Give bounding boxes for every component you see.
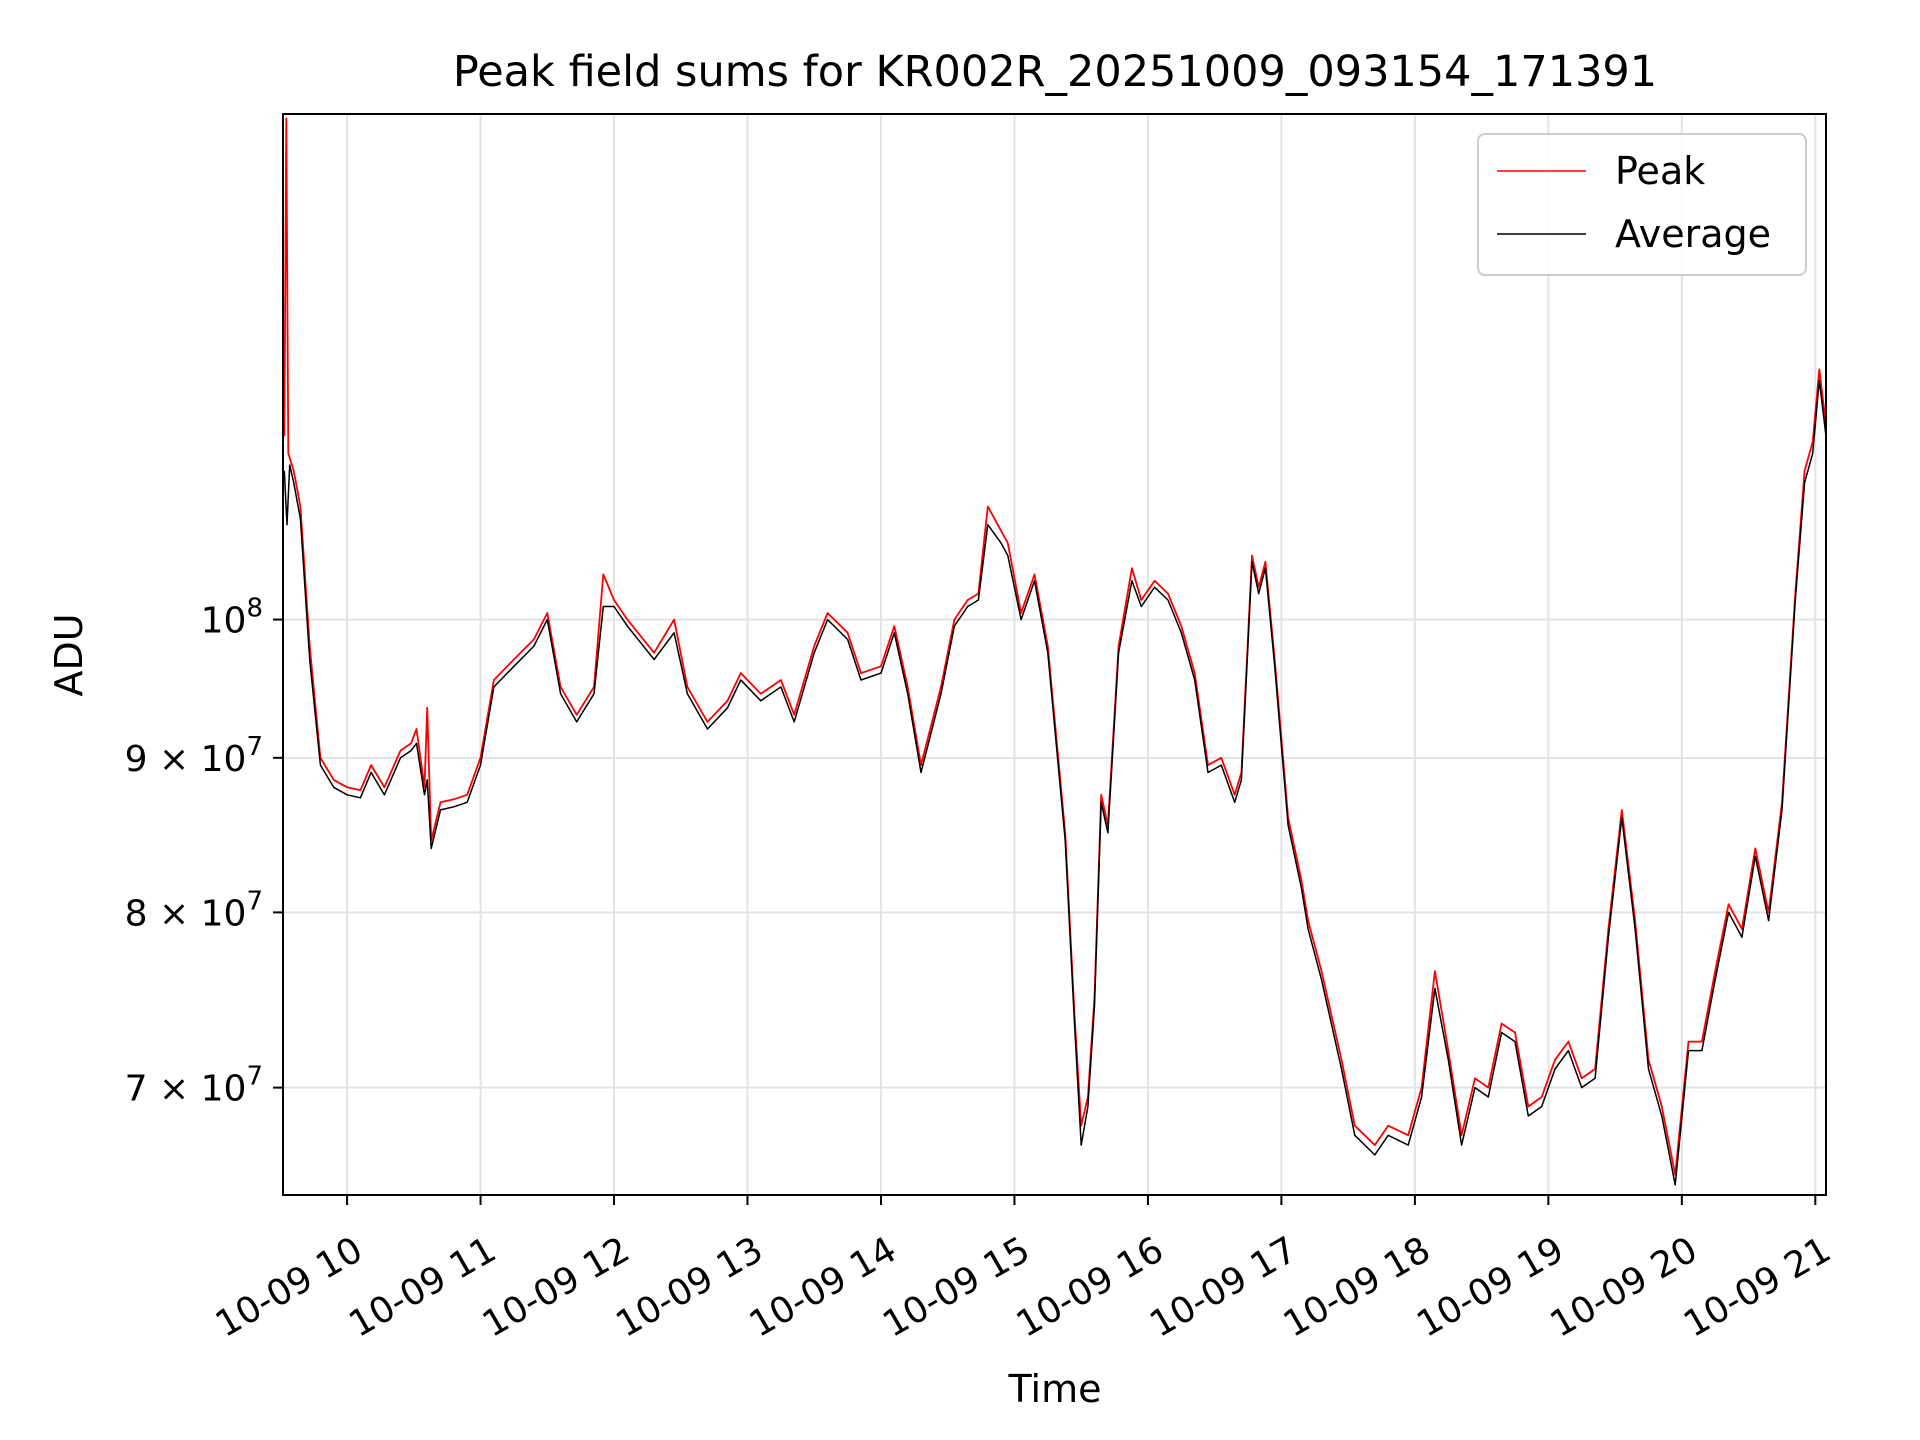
y-tick-label: 8 × 107 (125, 886, 263, 934)
legend-box (1477, 133, 1807, 276)
series-line-peak (283, 117, 1827, 1176)
y-tick-label: 9 × 107 (125, 732, 263, 780)
x-axis-label: Time (1008, 1367, 1102, 1411)
y-tick-label: 108 (201, 594, 263, 642)
y-axis: 7 × 107 8 × 107 9 × 107 108 (125, 594, 283, 1110)
chart-title: Peak field sums for KR002R_20251009_0931… (453, 47, 1657, 97)
y-tick-label: 7 × 107 (125, 1062, 263, 1110)
legend-label-average: Average (1615, 212, 1771, 256)
plot-frame (282, 113, 1827, 1196)
grid (283, 114, 1826, 1195)
series-layer (283, 117, 1827, 1186)
legend-label-peak: Peak (1615, 149, 1705, 193)
series-line-average (283, 379, 1827, 1186)
legend: Peak Average (1477, 133, 1807, 276)
y-axis-label: ADU (47, 613, 91, 696)
